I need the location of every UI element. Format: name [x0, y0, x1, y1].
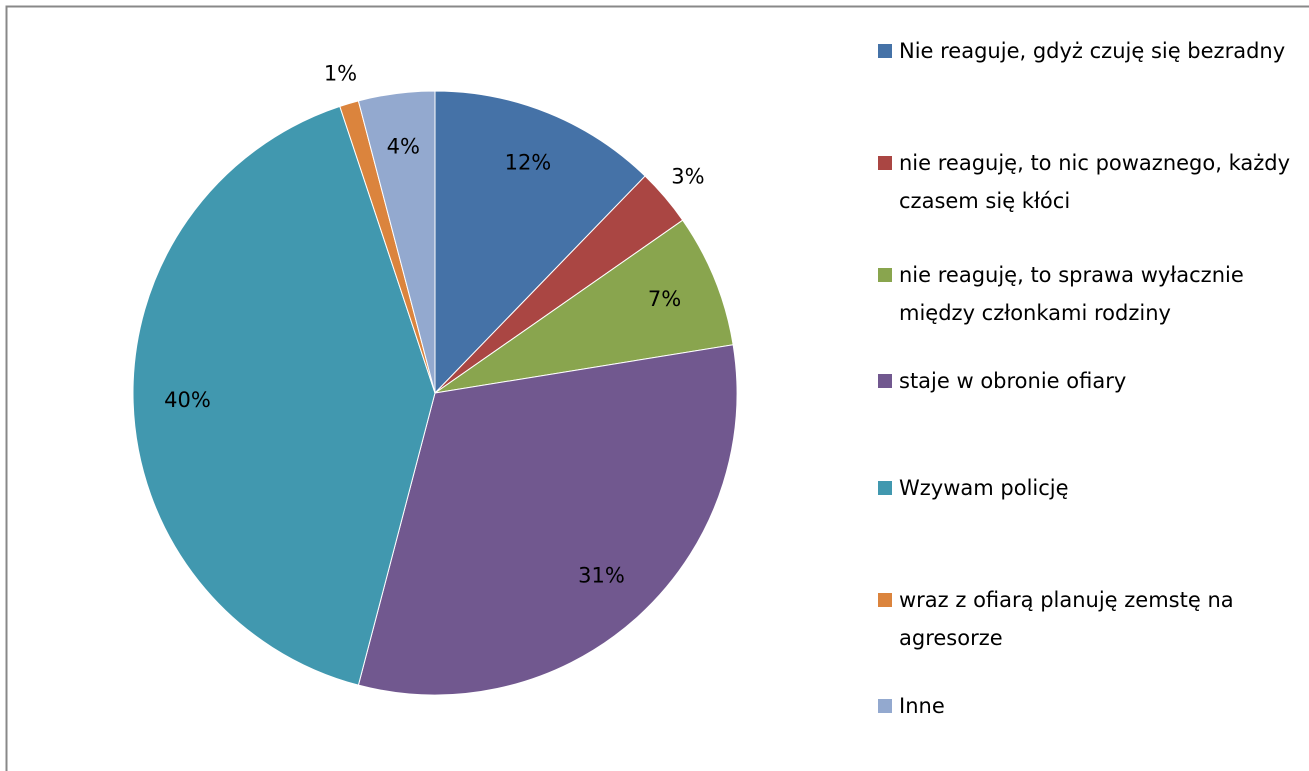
legend-swatch	[878, 593, 892, 607]
legend-swatch	[878, 156, 892, 170]
pie-slice	[357, 344, 738, 696]
legend-entry: Inne	[878, 687, 1298, 725]
data-label: 40%	[164, 388, 211, 412]
data-label: 12%	[505, 150, 552, 174]
legend-label: wraz z ofiarą planuję zemstę na agresorz…	[899, 588, 1234, 650]
legend-entry: nie reaguję, to sprawa wyłacznie między …	[878, 256, 1298, 332]
legend-entry: Nie reaguje, gdyż czuję się bezradny	[878, 32, 1298, 70]
legend-label: nie reaguję, to sprawa wyłacznie między …	[899, 263, 1244, 325]
legend-label: Wzywam policję	[899, 476, 1069, 500]
legend-label: Inne	[899, 694, 945, 718]
legend-swatch	[878, 481, 892, 495]
legend-swatch	[878, 268, 892, 282]
pie-slice	[132, 105, 436, 686]
legend-entry: Wzywam policję	[878, 469, 1298, 507]
data-label: 3%	[671, 165, 704, 189]
data-label: 31%	[578, 563, 625, 587]
data-label: 4%	[387, 134, 420, 158]
legend-swatch	[878, 374, 892, 388]
legend-swatch	[878, 699, 892, 713]
pie-slice	[434, 90, 646, 395]
legend-entry: nie reaguję, to nic powaznego, każdy cza…	[878, 144, 1298, 220]
frame	[5, 5, 1309, 771]
legend-swatch	[878, 44, 892, 58]
legend-label: staje w obronie ofiary	[899, 369, 1127, 393]
pie-slice	[434, 219, 734, 394]
legend-label: nie reaguję, to nic powaznego, każdy cza…	[899, 151, 1291, 213]
data-label: 1%	[324, 62, 357, 86]
data-label: 7%	[648, 287, 681, 311]
pie-slice	[357, 90, 436, 394]
legend-label: Nie reaguje, gdyż czuję się bezradny	[899, 39, 1286, 63]
legend-entry: staje w obronie ofiary	[878, 362, 1298, 400]
legend-entry: wraz z ofiarą planuję zemstę na agresorz…	[878, 581, 1298, 657]
